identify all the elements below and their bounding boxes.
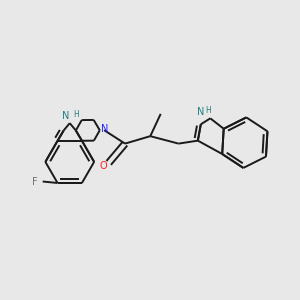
Text: O: O: [100, 161, 107, 171]
Text: N: N: [61, 111, 69, 121]
Text: N: N: [197, 107, 205, 117]
Text: N: N: [101, 124, 109, 134]
Text: F: F: [32, 176, 38, 187]
Text: H: H: [205, 106, 211, 115]
Text: H: H: [73, 110, 79, 119]
